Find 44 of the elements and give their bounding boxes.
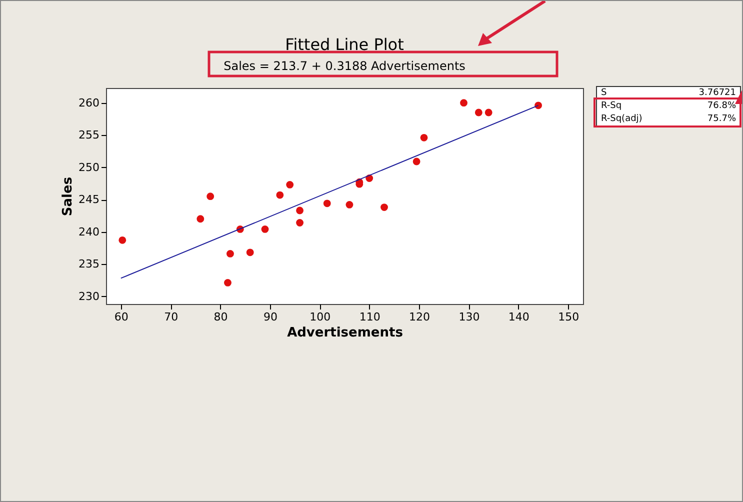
point [474, 108, 482, 116]
y-tick-label: 260 [78, 96, 100, 110]
point [296, 219, 304, 226]
point [246, 248, 254, 256]
chart-title: Fitted Line Plot [285, 35, 404, 54]
point [460, 99, 468, 107]
x-tick-label: 150 [558, 310, 580, 324]
x-tick-label: 110 [359, 310, 380, 324]
point [206, 192, 214, 200]
point [276, 191, 284, 199]
point [226, 250, 234, 258]
y-tick-label: 240 [78, 225, 100, 238]
point [296, 206, 304, 214]
x-tick-label: 120 [409, 310, 430, 324]
point [286, 181, 294, 188]
point [346, 201, 354, 208]
point [420, 134, 428, 142]
x-tick-label: 80 [214, 310, 228, 324]
x-tick-label: 90 [263, 310, 278, 324]
text: R-Sq(adj) 75.7% [601, 114, 736, 124]
chart-subtitle: Sales = 213.7 + 0.3188 Advertisements [224, 59, 466, 73]
y-tick-label: 235 [78, 258, 100, 271]
y-tick-label: 245 [78, 193, 100, 206]
point [484, 108, 492, 116]
x-tick-label: 70 [164, 310, 178, 324]
x-tick-label: 100 [310, 310, 331, 324]
x-axis-title: Advertisements [287, 326, 404, 340]
point [412, 158, 420, 166]
text: S 3.76721 [601, 88, 736, 98]
x-tick-label: 140 [508, 310, 530, 324]
y-tick-label: 255 [78, 128, 100, 142]
text: R-Sq 76.8% [601, 101, 736, 111]
y-tick-label: 230 [78, 290, 100, 303]
point [380, 204, 388, 211]
x-tick-label: 60 [114, 310, 128, 324]
y-axis-title: Sales [60, 176, 76, 216]
point [323, 200, 331, 208]
x-tick-label: 130 [458, 310, 480, 324]
point [196, 215, 204, 223]
y-tick-label: 250 [78, 160, 100, 174]
point [534, 102, 542, 110]
point [261, 226, 269, 233]
point [118, 236, 126, 244]
point [224, 279, 232, 286]
